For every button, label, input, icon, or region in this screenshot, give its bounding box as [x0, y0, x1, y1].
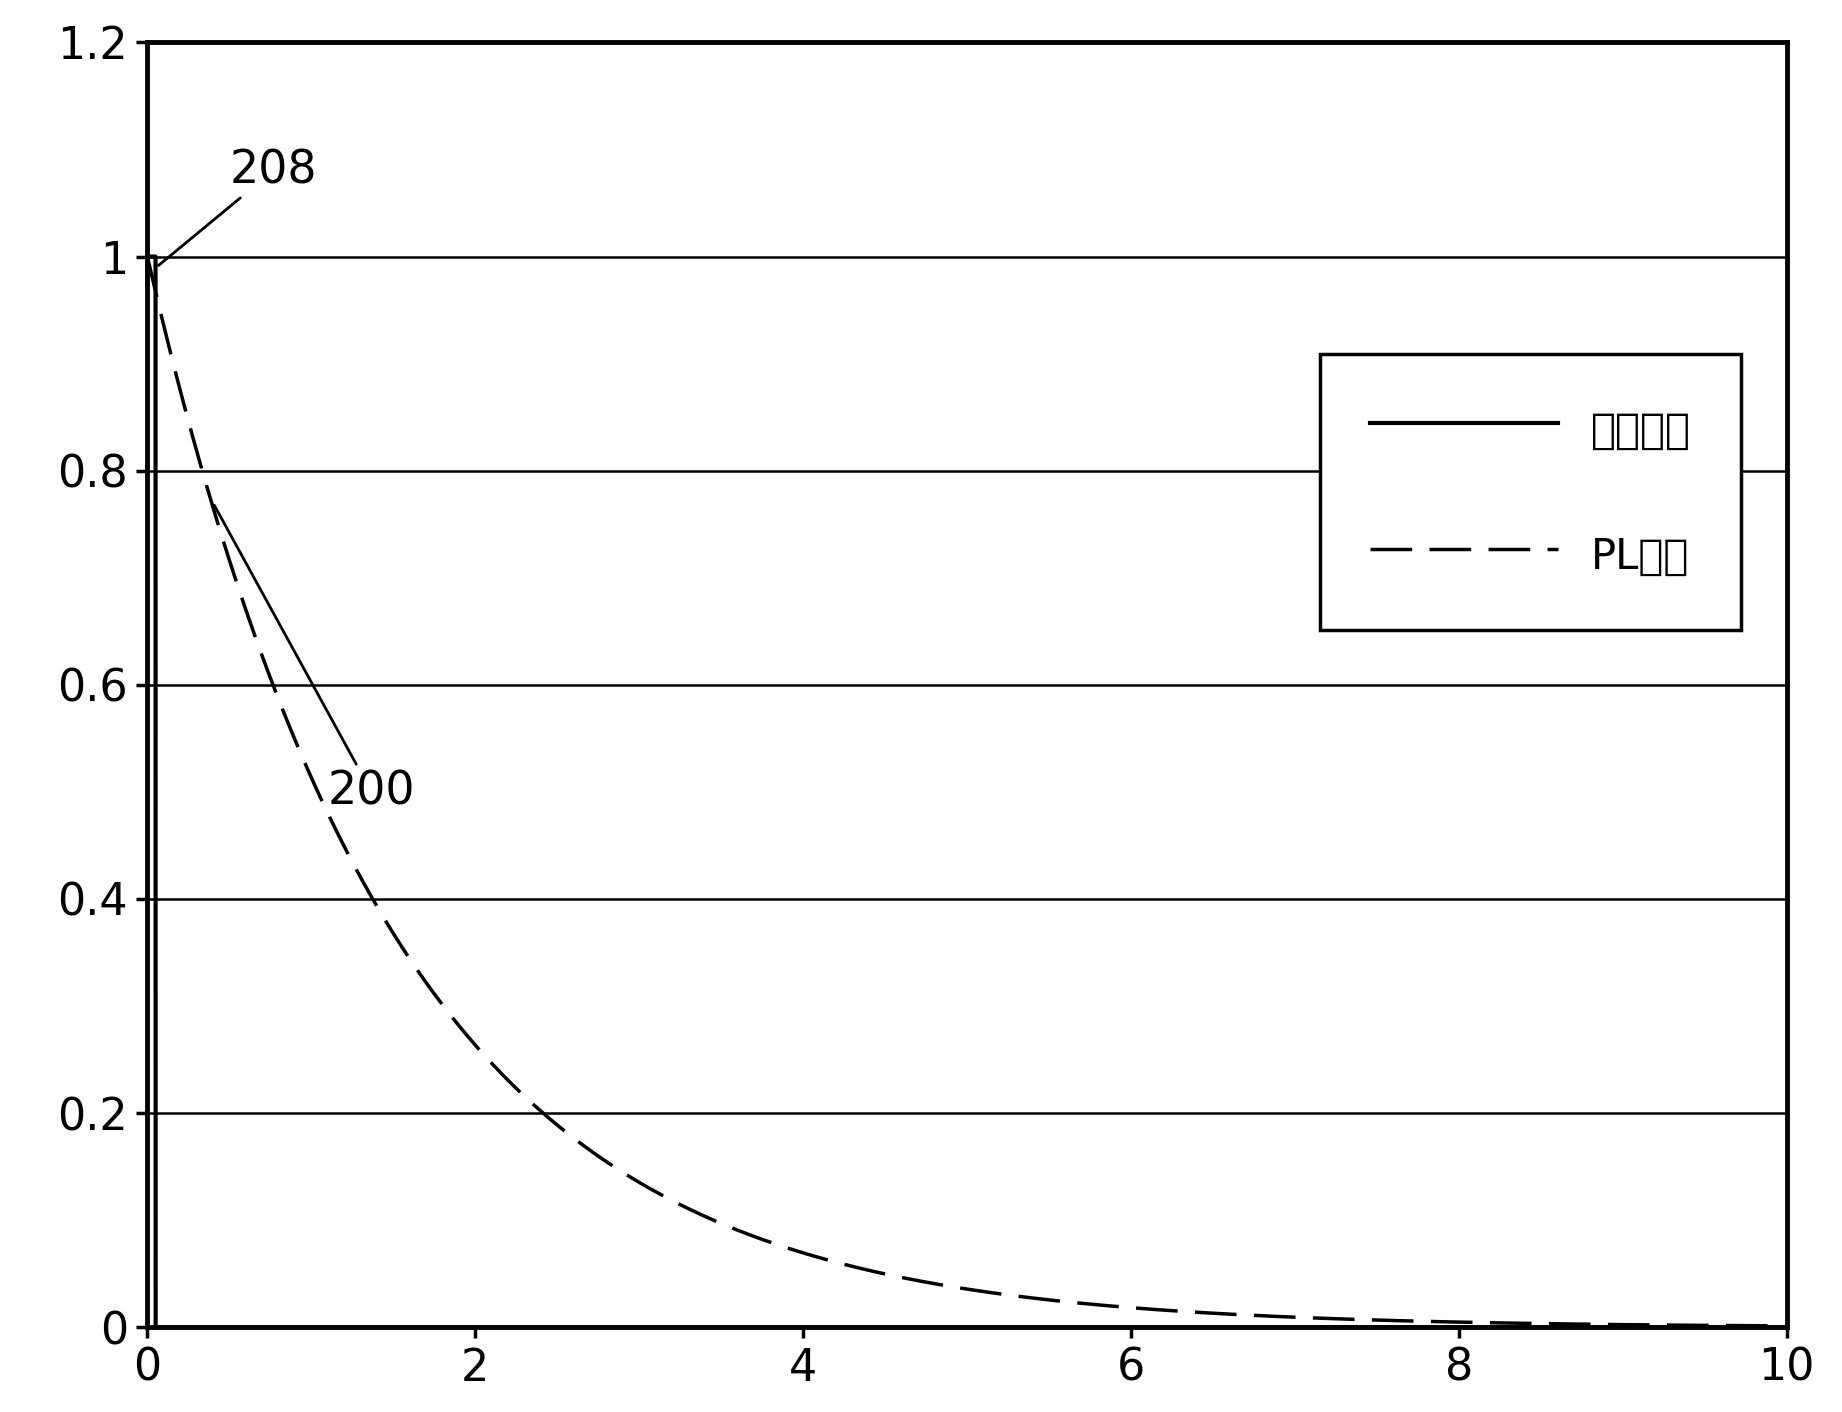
PL衰减 — [136, 249, 158, 265]
激光脉冲 — [337, 1319, 359, 1336]
PL衰减 — [1776, 1317, 1798, 1334]
PL衰减 — [1181, 1303, 1203, 1320]
激光脉冲 — [1000, 1319, 1022, 1336]
Line: 激光脉冲: 激光脉冲 — [147, 257, 1787, 1327]
Line: PL衰减: PL衰减 — [147, 257, 1787, 1326]
激光脉冲 — [144, 1319, 166, 1336]
激光脉冲 — [1181, 1319, 1203, 1336]
PL衰减 — [337, 846, 359, 863]
Legend: 激光脉冲, PL衰减: 激光脉冲, PL衰减 — [1321, 354, 1741, 630]
PL衰减 — [1621, 1316, 1643, 1333]
PL衰减 — [173, 400, 195, 417]
激光脉冲 — [173, 1319, 195, 1336]
激光脉冲 — [136, 249, 158, 265]
Text: 208: 208 — [158, 148, 317, 265]
Text: 200: 200 — [214, 505, 414, 815]
PL衰减 — [1000, 1286, 1022, 1303]
PL衰减 — [1696, 1317, 1719, 1334]
激光脉冲 — [1776, 1319, 1798, 1336]
激光脉冲 — [1621, 1319, 1643, 1336]
激光脉冲 — [1696, 1319, 1719, 1336]
